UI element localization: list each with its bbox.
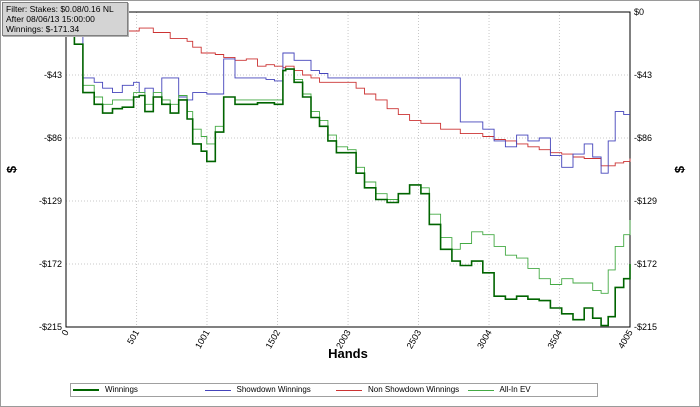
legend-label-allin-ev: All-In EV <box>499 385 531 394</box>
legend-swatch-allin-ev <box>467 389 494 391</box>
legend-item-winnings: Winnings <box>71 384 203 396</box>
y-tick-label-left: -$43 <box>44 70 62 80</box>
filter-info-box: Filter: Stakes: $0.08/0.16 NL After 08/0… <box>2 2 128 36</box>
legend-swatch-showdown <box>204 389 231 391</box>
series-lines <box>66 15 631 327</box>
legend-item-allin-ev: All-In EV <box>466 384 598 396</box>
x-tick-label: 4005 <box>616 328 635 350</box>
series-line-non-showdown-winnings <box>66 15 631 167</box>
filter-stakes-text: Filter: Stakes: $0.08/0.16 NL <box>6 4 114 14</box>
y-tick-label-left: -$129 <box>39 196 62 206</box>
legend-item-non-showdown: Non Showdown Winnings <box>334 384 466 396</box>
x-tick-label: 1001 <box>193 328 212 350</box>
y-tick-label-right: -$129 <box>634 196 657 206</box>
legend-item-showdown: Showdown Winnings <box>203 384 335 396</box>
legend-label-non-showdown: Non Showdown Winnings <box>368 385 460 394</box>
y-tick-label-right: $0 <box>634 7 644 17</box>
x-axis-title: Hands <box>328 346 368 361</box>
legend-swatch-non-showdown <box>336 389 362 391</box>
y-tick-label-right: -$43 <box>634 70 652 80</box>
y-tick-label-right: -$172 <box>634 259 657 269</box>
legend-label-winnings: Winnings <box>105 385 138 394</box>
x-tick-label: 501 <box>125 328 141 346</box>
y-tick-label-left: -$172 <box>39 259 62 269</box>
y-axis-title: $ <box>4 165 19 173</box>
x-tick-label: 2503 <box>405 328 424 350</box>
x-tick-label: 1502 <box>264 328 283 350</box>
filter-date-text: After 08/06/13 15:00:00 <box>6 14 95 24</box>
legend-label-showdown: Showdown Winnings <box>236 385 311 394</box>
y-tick-label-left: -$86 <box>44 133 62 143</box>
chart-legend: Winnings Showdown Winnings Non Showdown … <box>70 383 598 397</box>
plot-area <box>65 11 631 328</box>
legend-swatch-winnings <box>73 389 99 391</box>
total-winnings-text: Winnings: $-171.34 <box>6 24 80 34</box>
axis-ticks: $0$0-$43-$43-$86-$86-$129-$129-$172-$172… <box>39 7 657 350</box>
grid <box>65 11 631 328</box>
y-tick-label-left: -$215 <box>39 322 62 332</box>
x-tick-label: 3504 <box>546 328 565 350</box>
y-tick-label-right: -$86 <box>634 133 652 143</box>
y-tick-label-right: -$215 <box>634 322 657 332</box>
series-line-winnings <box>66 25 631 327</box>
x-tick-label: 0 <box>60 328 71 337</box>
y-axis-right-title: $ <box>672 165 687 173</box>
x-tick-label: 3004 <box>475 328 494 350</box>
